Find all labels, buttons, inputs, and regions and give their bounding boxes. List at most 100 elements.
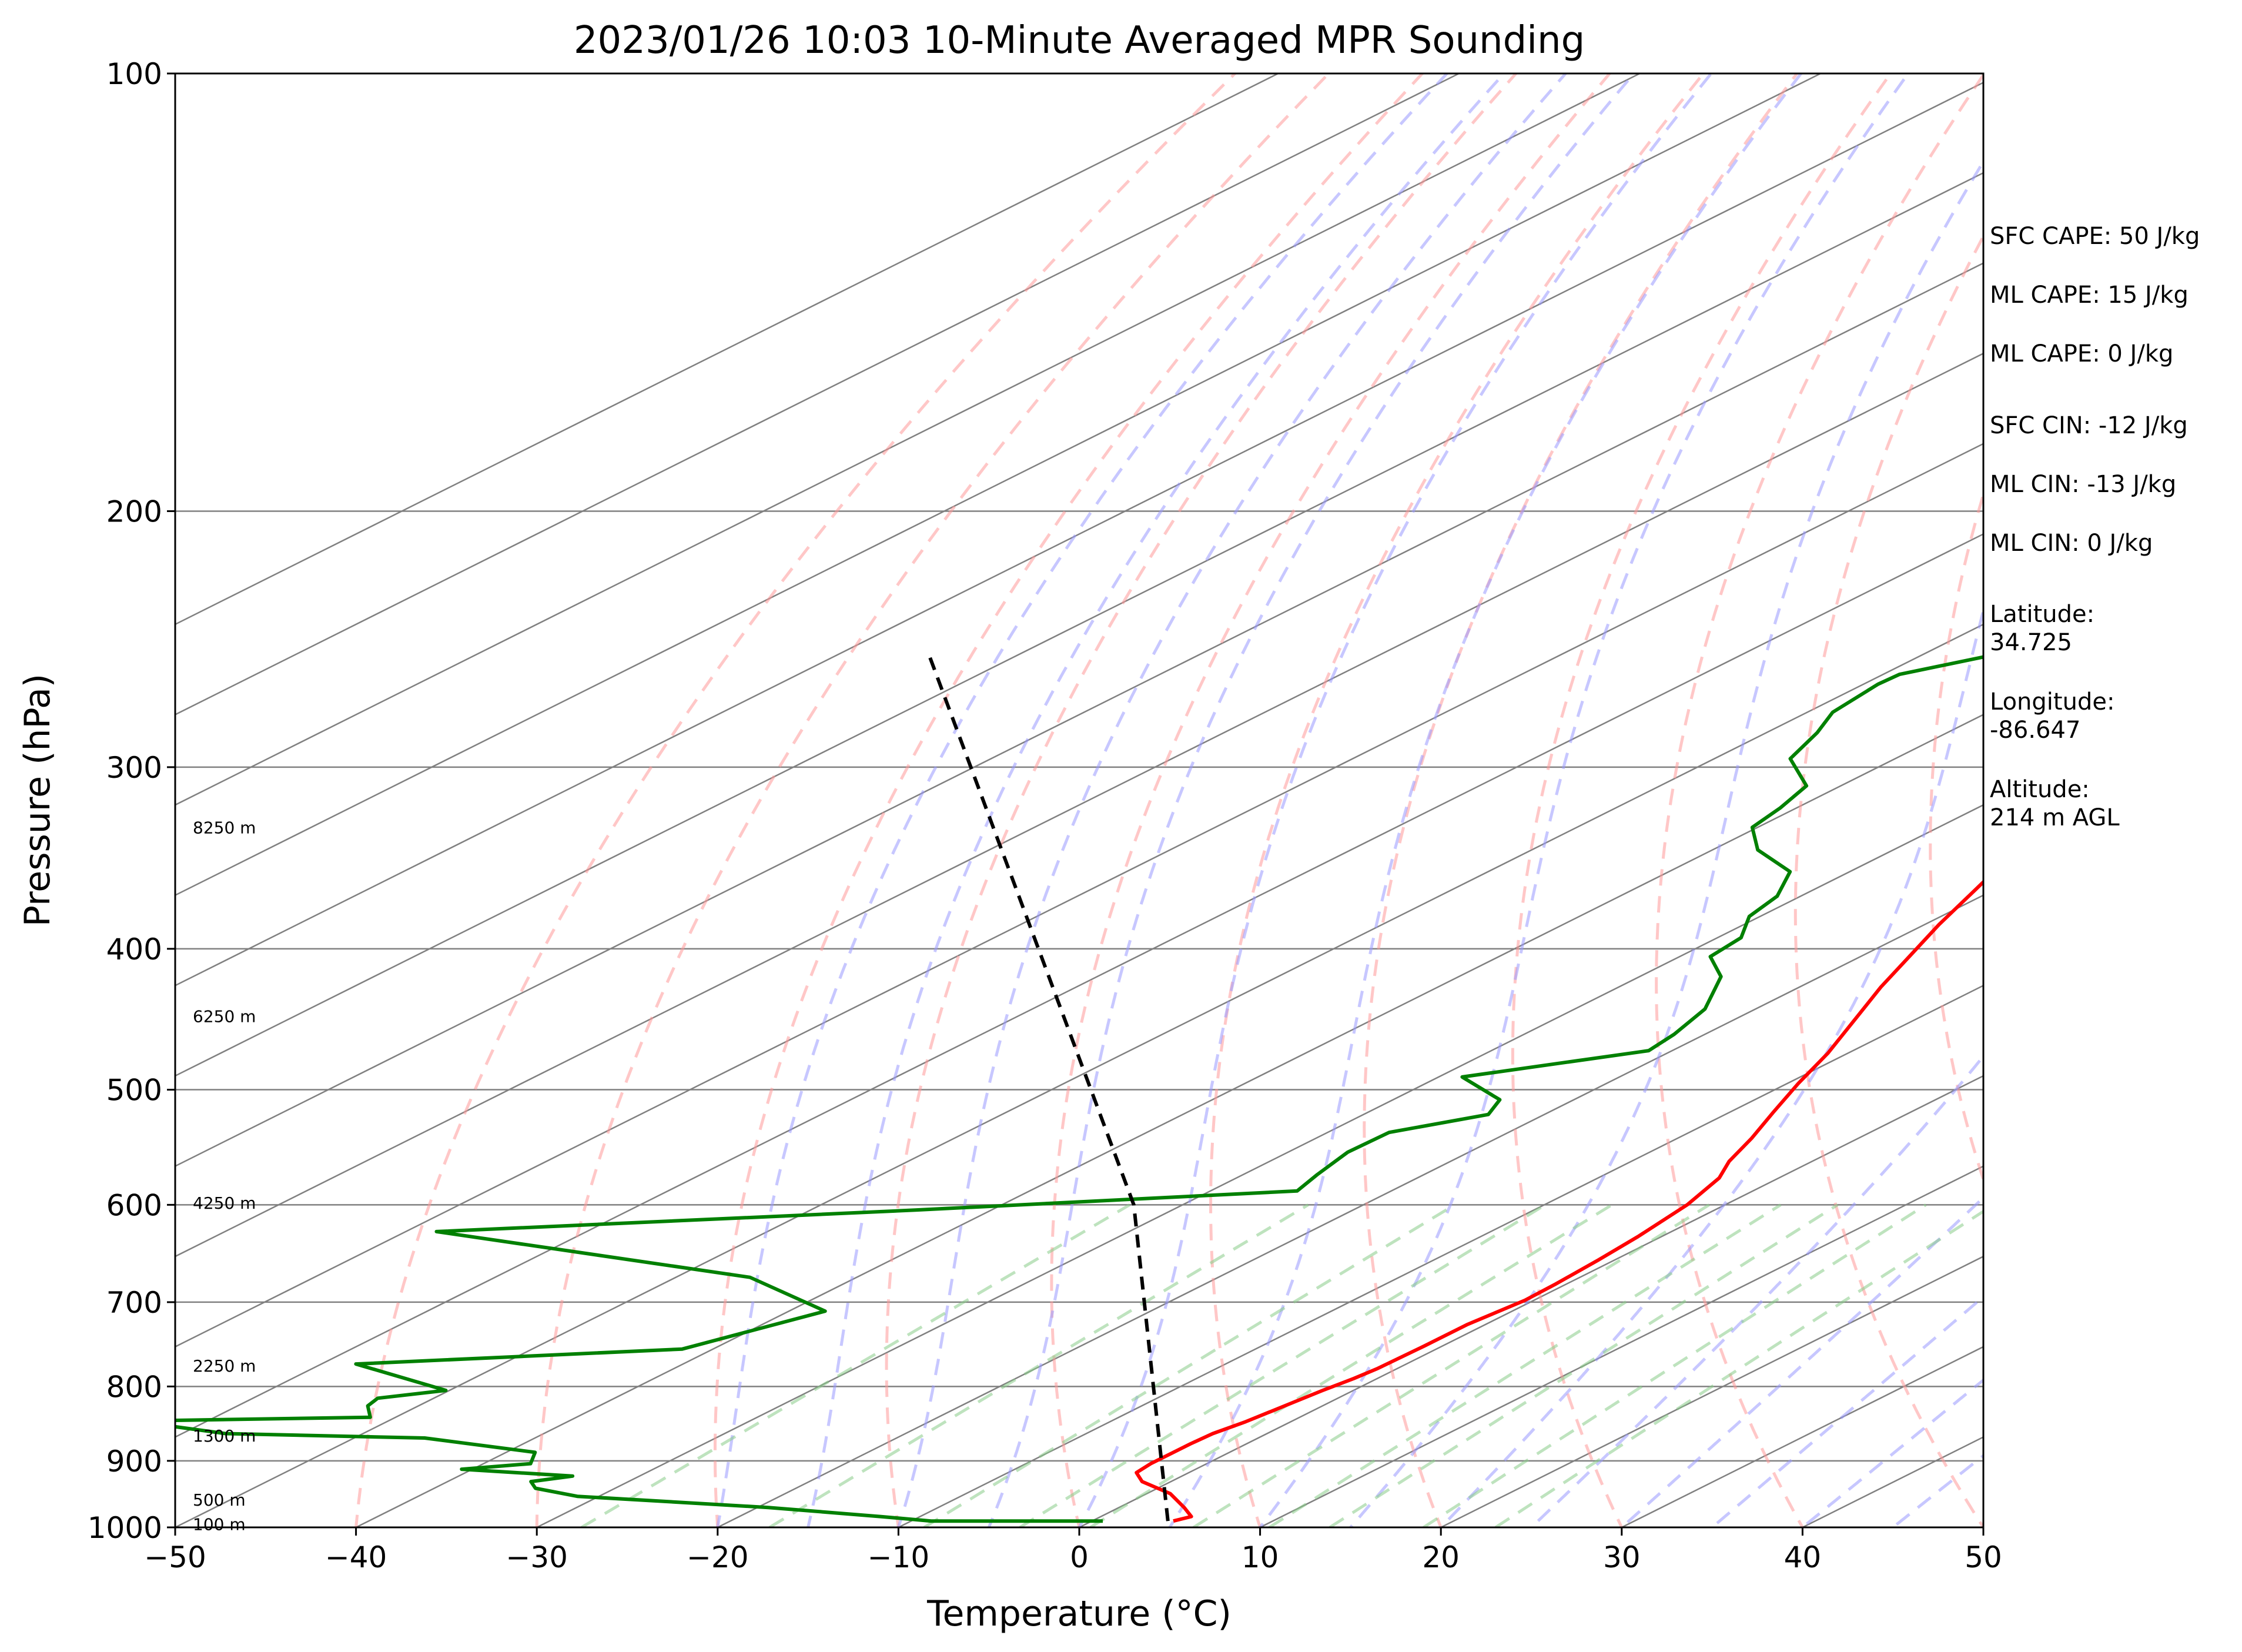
y-tick-label: 300 <box>106 751 162 785</box>
height-label: 2250 m <box>193 1356 256 1376</box>
isotherm-line <box>1439 1255 1983 1527</box>
moist-adiabat <box>987 73 1635 1527</box>
stat-ml-cape-2: ML CAPE: 0 J/kg <box>1990 340 2173 367</box>
moist-adiabat <box>807 73 1505 1527</box>
y-tick-label: 700 <box>106 1286 162 1320</box>
dry-adiabat <box>1655 73 1983 1527</box>
mixing-ratio-line <box>1019 1203 1546 1527</box>
isotherm-line <box>175 443 1983 1348</box>
height-label: 1300 m <box>193 1426 256 1446</box>
y-tick-label: 600 <box>106 1188 162 1222</box>
moist-adiabat <box>1438 604 1983 1527</box>
dry-adiabat <box>354 73 1237 1527</box>
chart-title: 2023/01/26 10:03 10-Minute Averaged MPR … <box>574 19 1585 62</box>
x-tick-label: −30 <box>506 1540 568 1574</box>
x-tick-label: 20 <box>1422 1540 1460 1574</box>
latitude-value: 34.725 <box>1990 629 2072 656</box>
height-labels: 100 m 500 m 1300 m 2250 m 4250 m 6250 m 8250 m <box>193 818 256 1534</box>
isotherm-line <box>175 172 1983 1077</box>
isotherm-line <box>175 262 1983 1167</box>
dry-adiabat <box>1511 73 1893 1527</box>
stat-ml-cin-2: ML CIN: 0 J/kg <box>1990 530 2153 557</box>
x-tick-label: −40 <box>325 1540 387 1574</box>
y-tick-label: 400 <box>106 932 162 967</box>
y-axis-label: Pressure (hPa) <box>17 674 58 927</box>
x-tick-label: 40 <box>1784 1540 1822 1574</box>
isotherm-line <box>716 894 1983 1527</box>
isotherm-line <box>175 73 1280 626</box>
dry-adiabat <box>885 73 1518 1527</box>
height-label: 4250 m <box>193 1193 256 1213</box>
moist-adiabat <box>1167 73 1802 1527</box>
dry-adiabat <box>714 73 1425 1527</box>
altitude-label: Altitude: <box>1990 776 2090 803</box>
mixing-ratio-line <box>1089 1203 1613 1527</box>
y-tick-label: 500 <box>106 1074 162 1108</box>
dry-adiabat <box>1050 73 1612 1527</box>
moist-adiabat <box>1078 73 1712 1527</box>
height-label: 6250 m <box>193 1006 256 1026</box>
mixing-ratio-line <box>1494 1209 1983 1527</box>
x-axis-ticks: −50 −40 −30 −20 −10 0 10 20 30 40 50 <box>144 1527 2002 1574</box>
stat-sfc-cape: SFC CAPE: 50 J/kg <box>1990 223 2200 250</box>
latitude-label: Latitude: <box>1990 601 2094 628</box>
moist-adiabat <box>716 73 1448 1527</box>
y-tick-label: 900 <box>106 1444 162 1479</box>
isotherm-line <box>175 73 1461 715</box>
isotherm-line <box>175 533 1983 1438</box>
dry-adiabat <box>1929 489 1983 1185</box>
longitude-label: Longitude: <box>1990 688 2114 715</box>
x-axis-label: Temperature (°C) <box>926 1593 1232 1634</box>
isotherm-line <box>896 984 1983 1527</box>
y-tick-label: 1000 <box>88 1511 162 1545</box>
isotherm-line <box>535 804 1983 1527</box>
dry-adiabat <box>535 73 1331 1527</box>
mixing-ratio-line <box>1423 1203 1927 1527</box>
x-tick-label: −50 <box>144 1540 206 1574</box>
background-grid <box>175 73 1983 1527</box>
x-tick-label: −10 <box>868 1540 930 1574</box>
x-tick-label: 10 <box>1242 1540 1279 1574</box>
height-label: 8250 m <box>193 818 256 837</box>
mixing-ratio-line <box>1192 1203 1710 1527</box>
mixing-ratio-line <box>1268 1203 1782 1527</box>
y-tick-label: 100 <box>106 57 162 91</box>
stat-ml-cape: ML CAPE: 15 J/kg <box>1990 282 2189 309</box>
isotherm-line <box>175 81 1983 986</box>
mixing-ratio-line <box>580 1203 1131 1527</box>
mixing-ratio-line <box>768 1203 1309 1527</box>
dry-adiabat <box>1793 233 1983 1527</box>
isotherm-line <box>354 714 1983 1527</box>
isotherm-line <box>175 73 1642 806</box>
dewpoint-trace <box>175 655 1983 1523</box>
data-lines <box>175 651 1983 1523</box>
temperature-trace <box>1135 879 1983 1523</box>
height-label: 500 m <box>193 1490 246 1510</box>
longitude-value: -86.647 <box>1990 717 2080 744</box>
altitude-value: 214 m AGL <box>1990 804 2120 831</box>
isotherm-line <box>175 73 1822 897</box>
parcel-trace <box>926 651 1170 1521</box>
x-tick-label: 0 <box>1070 1540 1089 1574</box>
moist-adiabat <box>1800 1378 1983 1527</box>
isotherm-line <box>1078 1075 1983 1527</box>
height-label: 100 m <box>193 1515 246 1534</box>
sounding-stats: SFC CAPE: 50 J/kg ML CAPE: 15 J/kg ML CA… <box>1990 223 2200 831</box>
y-axis-ticks: 1000 900 800 700 600 500 400 300 200 100 <box>88 57 175 1545</box>
stat-sfc-cin: SFC CIN: -12 J/kg <box>1990 412 2188 439</box>
stat-ml-cin: ML CIN: -13 J/kg <box>1990 471 2176 498</box>
x-tick-label: 50 <box>1965 1540 2002 1574</box>
y-tick-label: 200 <box>106 494 162 529</box>
moist-adiabat <box>896 73 1567 1527</box>
moist-adiabat <box>1529 1054 1983 1527</box>
x-tick-label: −20 <box>687 1540 749 1574</box>
moist-adiabat <box>1348 159 1983 1527</box>
isotherm-line <box>175 352 1983 1258</box>
x-tick-label: 30 <box>1603 1540 1641 1574</box>
dry-adiabat <box>1209 73 1705 1527</box>
moist-adiabat <box>1258 73 1910 1527</box>
y-tick-label: 800 <box>106 1370 162 1404</box>
isotherm-line <box>175 623 1983 1527</box>
